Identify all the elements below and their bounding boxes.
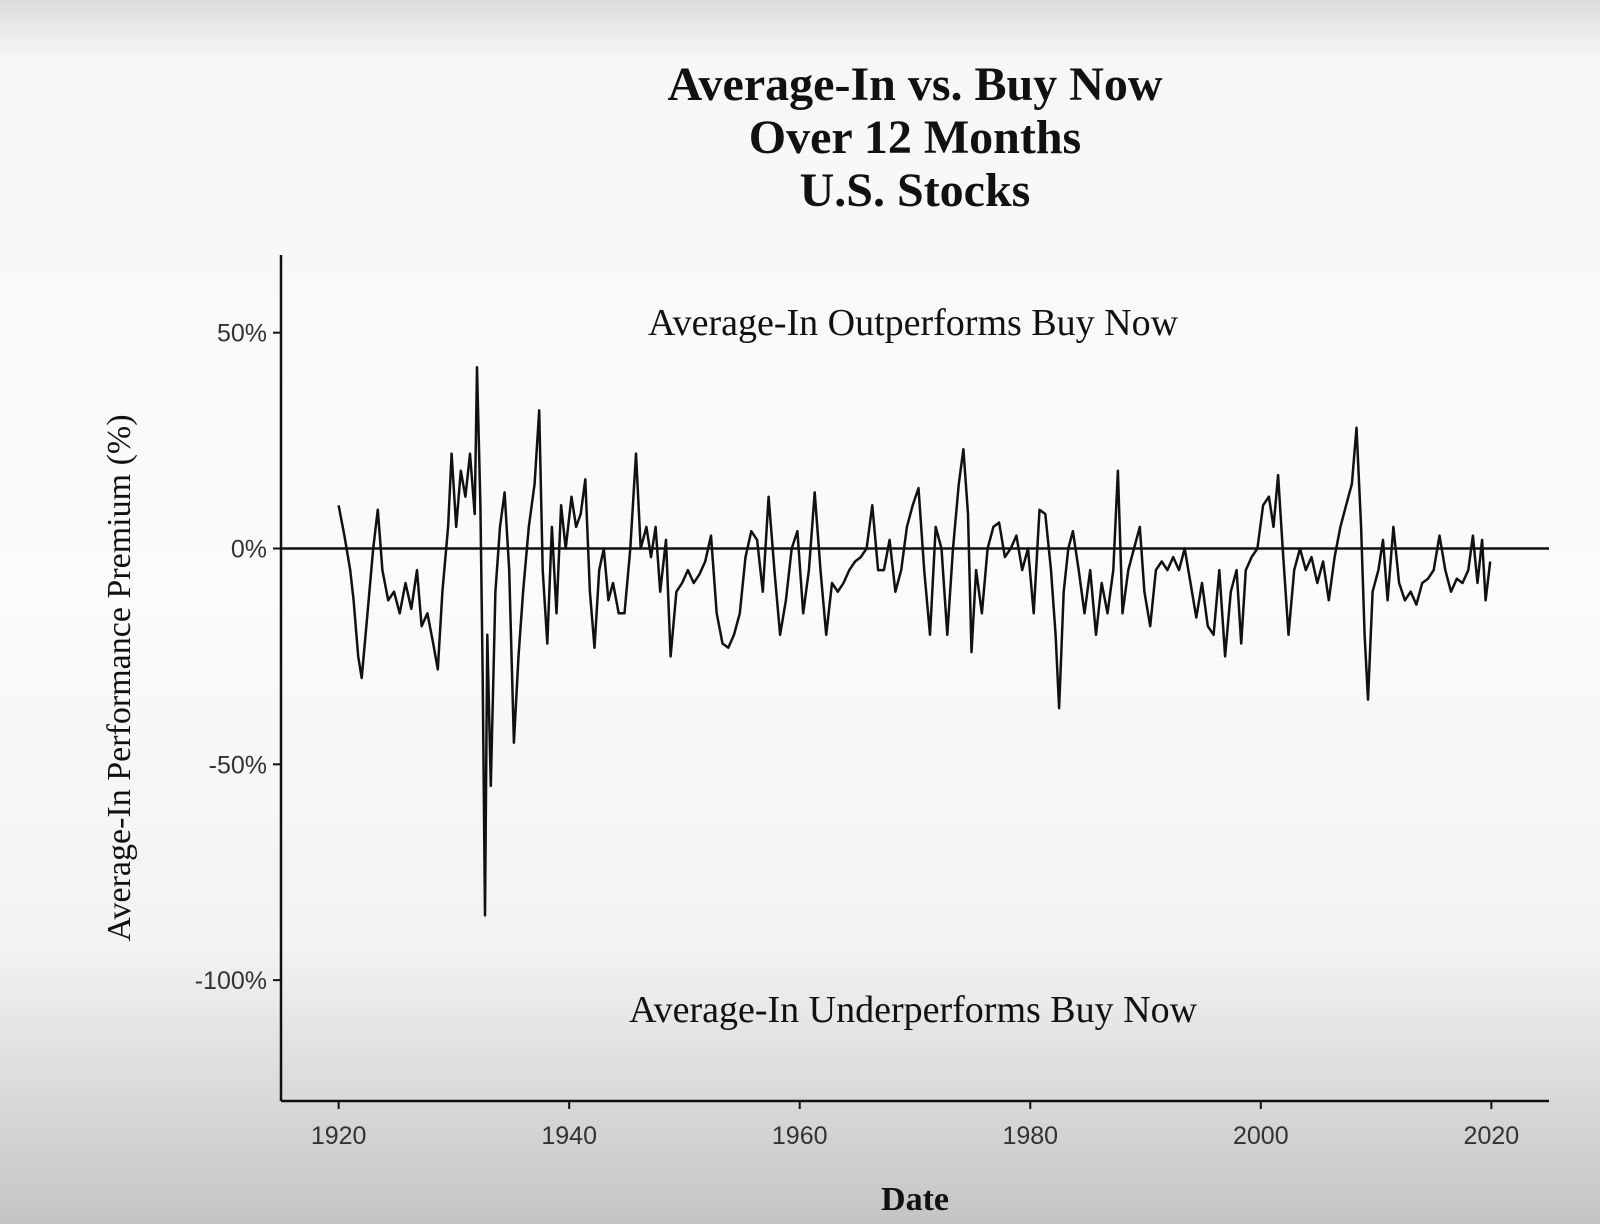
x-tick-label: 2020	[1464, 1122, 1520, 1150]
title: Average-In vs. Buy Now Over 12 Months U.…	[667, 58, 1162, 217]
y-axis-label: Average-In Performance Premium (%)	[101, 414, 138, 941]
chart-title: U.S. Stocks	[800, 164, 1031, 217]
x-tick-label: 1960	[772, 1122, 828, 1150]
chart-title: Over 12 Months	[749, 111, 1081, 164]
y-tick-label: 50%	[217, 320, 267, 348]
data-line	[337, 365, 1492, 917]
y-tick-label: 0%	[231, 536, 267, 564]
annotation: Average-In Outperforms Buy Now	[648, 302, 1179, 344]
y-tick-label: -50%	[209, 751, 267, 779]
chart-title: Average-In vs. Buy Now	[667, 58, 1162, 111]
x-axis-label: Date	[881, 1181, 949, 1218]
x-tick-label: 2000	[1233, 1122, 1289, 1150]
annotation: Average-In Underperforms Buy Now	[629, 989, 1198, 1031]
y-tick-label: -100%	[195, 967, 267, 995]
x-tick-label: 1980	[1002, 1122, 1058, 1150]
x-tick-label: 1920	[311, 1122, 367, 1150]
x-tick-label: 1940	[541, 1122, 597, 1150]
